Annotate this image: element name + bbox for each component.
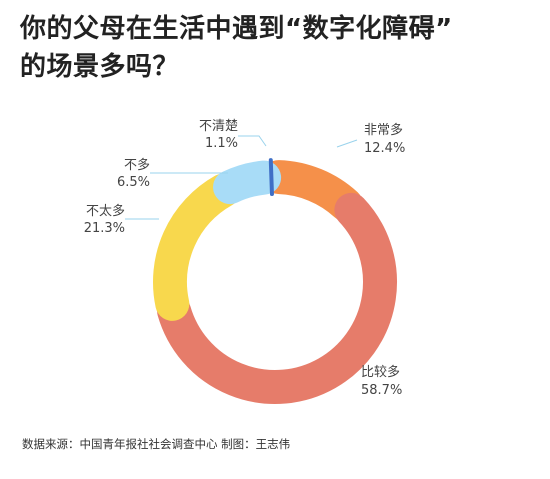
chart-title: 你的父母在生活中遇到“数字化障碍” 的场景多吗？ xyxy=(20,10,540,86)
slice-labels: 非常多 12.4% 比较多 58.7% 不太多 21.3% 不多 6.5% 不清楚 1.1% xyxy=(84,119,406,398)
slice-label-2: 比较多 xyxy=(361,364,400,380)
leader-lines xyxy=(125,135,358,220)
slice-label-5: 不清楚 xyxy=(199,119,238,134)
slice-value-2: 58.7% xyxy=(361,383,402,398)
leader-line-1 xyxy=(336,139,358,148)
donut-slice-3 xyxy=(153,173,241,321)
title-line-2: 的场景多吗？ xyxy=(20,52,180,82)
title-line-1: 你的父母在生活中遇到“数字化障碍” xyxy=(20,14,453,44)
slice-value-5: 1.1% xyxy=(205,136,238,151)
donut-slice-5 xyxy=(268,158,274,197)
slice-label-1: 非常多 xyxy=(364,122,403,138)
leader-line-5 xyxy=(238,135,267,147)
slice-value-4: 6.5% xyxy=(117,175,150,190)
donut-slice-1 xyxy=(261,160,364,222)
slice-value-1: 12.4% xyxy=(364,141,405,156)
donut-slice-4 xyxy=(213,160,282,205)
slice-label-4: 不多 xyxy=(124,157,150,173)
source-note: 数据来源：中国青年报社社会调查中心 制图：王志伟 xyxy=(22,437,291,451)
donut-slices xyxy=(153,158,397,404)
donut-slice-2 xyxy=(157,192,397,404)
slice-label-3: 不太多 xyxy=(86,203,125,219)
slice-value-3: 21.3% xyxy=(84,221,125,236)
